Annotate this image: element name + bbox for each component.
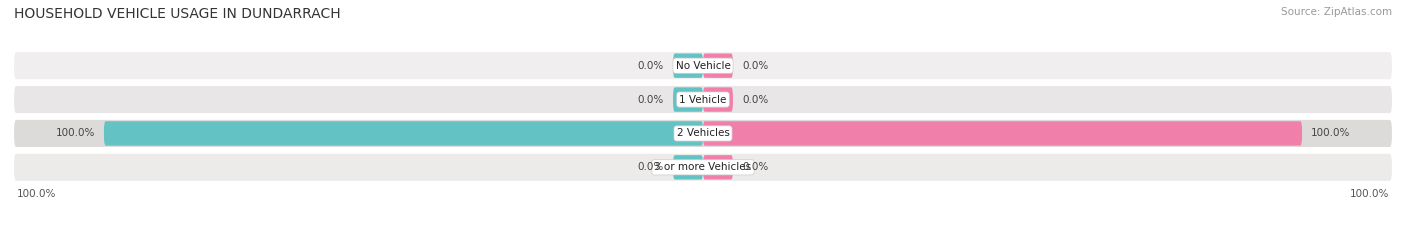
FancyBboxPatch shape bbox=[14, 86, 1392, 113]
Text: 0.0%: 0.0% bbox=[742, 61, 768, 71]
Text: 100.0%: 100.0% bbox=[56, 128, 96, 138]
FancyBboxPatch shape bbox=[703, 155, 733, 180]
Text: 100.0%: 100.0% bbox=[1350, 189, 1389, 199]
Text: 100.0%: 100.0% bbox=[17, 189, 56, 199]
FancyBboxPatch shape bbox=[703, 121, 1302, 146]
FancyBboxPatch shape bbox=[673, 155, 703, 180]
Text: 0.0%: 0.0% bbox=[638, 61, 664, 71]
FancyBboxPatch shape bbox=[673, 87, 703, 112]
Text: 1 Vehicle: 1 Vehicle bbox=[679, 95, 727, 105]
Text: 0.0%: 0.0% bbox=[638, 162, 664, 172]
FancyBboxPatch shape bbox=[14, 120, 1392, 147]
FancyBboxPatch shape bbox=[14, 52, 1392, 79]
FancyBboxPatch shape bbox=[673, 53, 703, 78]
Text: 0.0%: 0.0% bbox=[742, 95, 768, 105]
Text: No Vehicle: No Vehicle bbox=[675, 61, 731, 71]
FancyBboxPatch shape bbox=[104, 121, 703, 146]
Text: 2 Vehicles: 2 Vehicles bbox=[676, 128, 730, 138]
Text: HOUSEHOLD VEHICLE USAGE IN DUNDARRACH: HOUSEHOLD VEHICLE USAGE IN DUNDARRACH bbox=[14, 7, 340, 21]
Text: 100.0%: 100.0% bbox=[1310, 128, 1350, 138]
Text: 0.0%: 0.0% bbox=[742, 162, 768, 172]
FancyBboxPatch shape bbox=[14, 154, 1392, 181]
Text: 0.0%: 0.0% bbox=[638, 95, 664, 105]
FancyBboxPatch shape bbox=[703, 53, 733, 78]
FancyBboxPatch shape bbox=[703, 87, 733, 112]
Text: 3 or more Vehicles: 3 or more Vehicles bbox=[654, 162, 752, 172]
Text: Source: ZipAtlas.com: Source: ZipAtlas.com bbox=[1281, 7, 1392, 17]
